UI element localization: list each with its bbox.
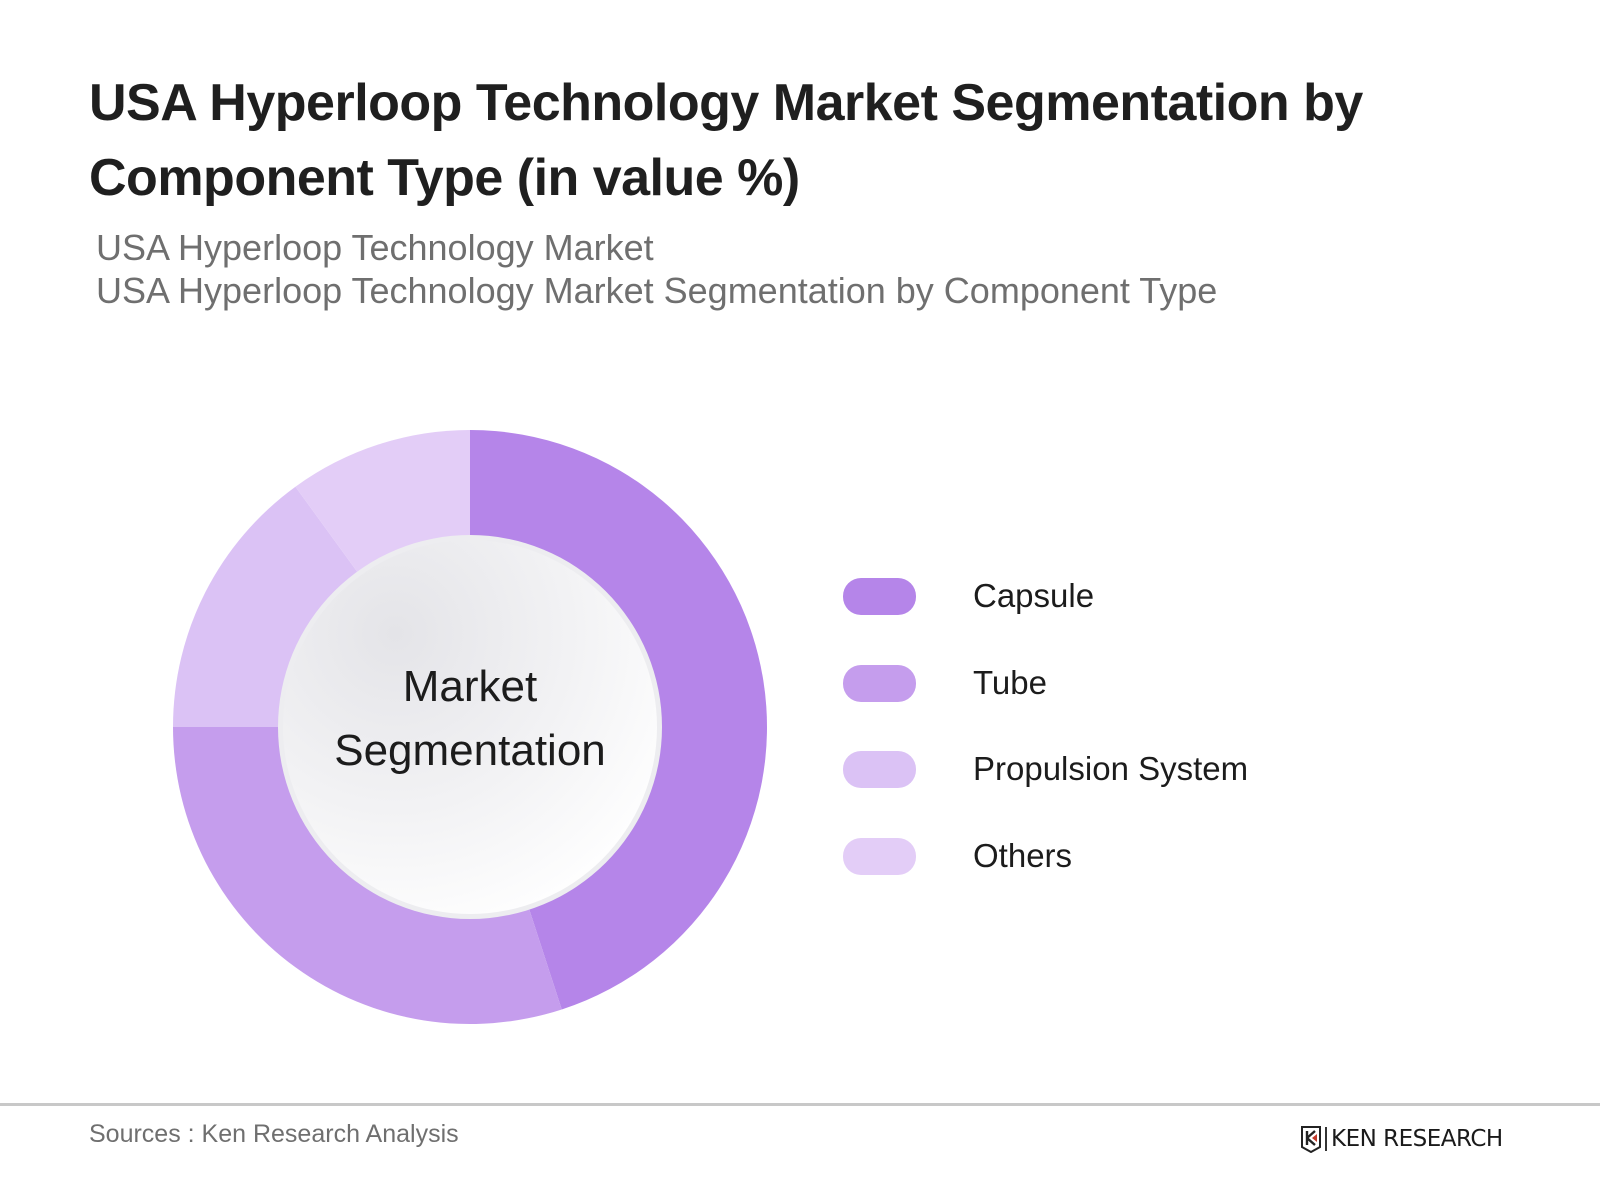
legend-label: Capsule — [973, 577, 1095, 614]
center-label-line1: Market — [402, 662, 538, 711]
chart-title: USA Hyperloop Technology Market Segmenta… — [89, 74, 1363, 207]
ken-research-logo-text: KEN RESEARCH — [1331, 1126, 1503, 1152]
legend-label: Propulsion System — [973, 750, 1249, 787]
legend-swatch-tube — [843, 664, 916, 702]
donut-chart — [173, 430, 767, 1024]
ken-research-logo: KEN RESEARCH — [1300, 1124, 1503, 1154]
donut-center-label: Market Segmentation — [300, 655, 640, 783]
legend-swatch-propulsion-system — [843, 751, 916, 788]
logo-separator — [1325, 1127, 1327, 1151]
source-note: Sources : Ken Research Analysis — [89, 1120, 459, 1148]
footer-divider — [0, 1103, 1600, 1106]
legend-label: Others — [973, 836, 1073, 874]
legend-swatch-capsule — [843, 578, 916, 615]
legend-label: Tube — [973, 663, 1047, 701]
donut-hole — [283, 540, 657, 914]
ken-research-logo-icon — [1301, 1126, 1321, 1153]
center-label-line2: Segmentation — [334, 726, 606, 775]
legend-swatch-others — [843, 837, 916, 875]
chart-subtitle-market: USA Hyperloop Technology Market — [96, 227, 654, 268]
chart-subtitle-segmentation: USA Hyperloop Technology Market Segmenta… — [96, 270, 1218, 311]
